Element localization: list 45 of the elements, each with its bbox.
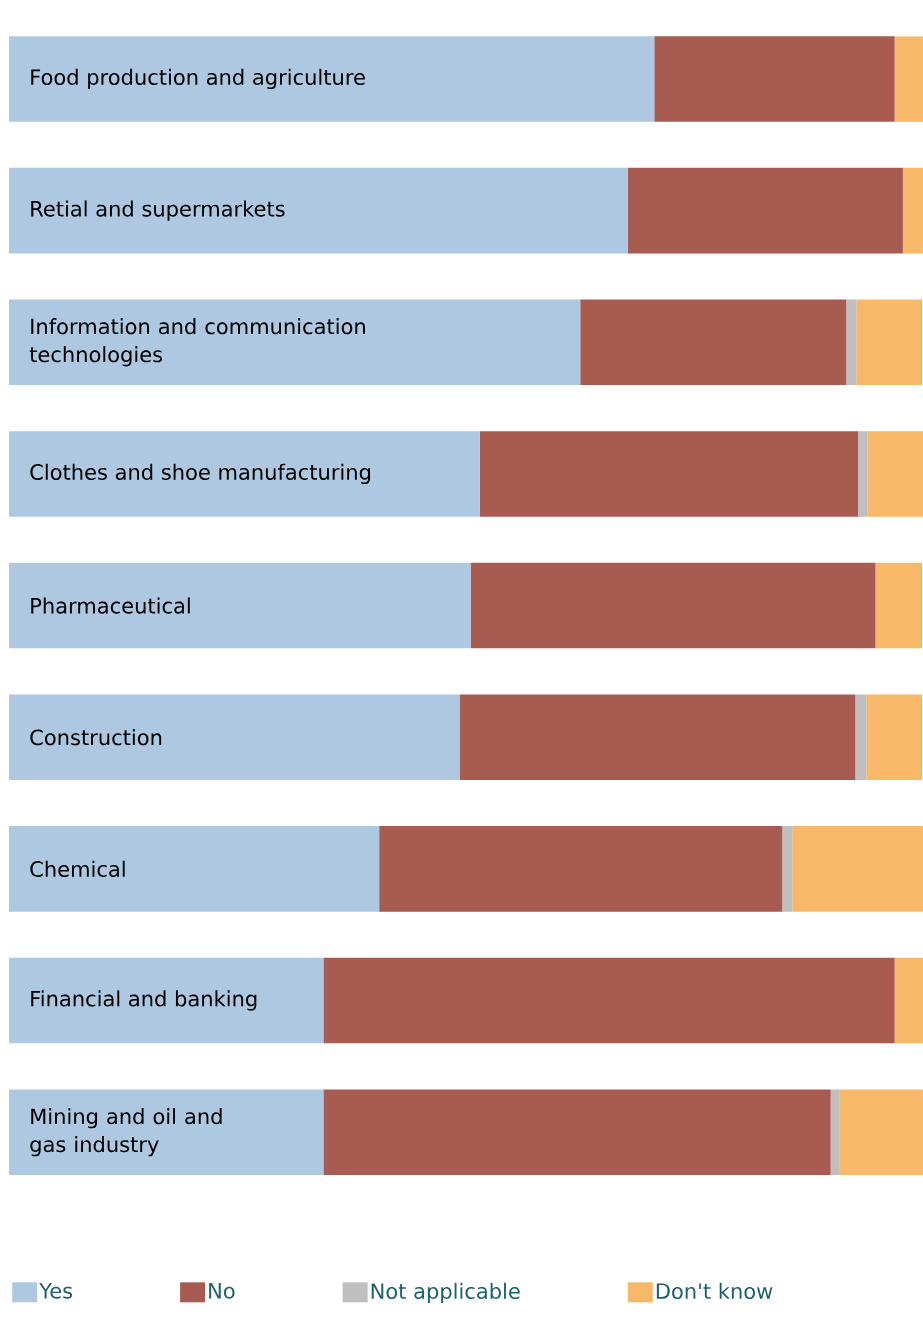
bar xyxy=(379,826,783,912)
y-tick-label: Food production and agriculture xyxy=(31,68,365,90)
y-tick-label: Chemical xyxy=(30,860,125,877)
bar xyxy=(866,694,923,781)
bar xyxy=(858,431,868,517)
bar xyxy=(894,36,923,122)
legend-label: Not applicable xyxy=(371,1282,520,1304)
bar xyxy=(323,1089,831,1175)
bar xyxy=(323,957,895,1044)
legend-label: No xyxy=(209,1283,235,1299)
bar xyxy=(9,431,480,517)
bar xyxy=(627,167,903,254)
bar xyxy=(459,694,856,781)
bar xyxy=(470,562,876,649)
bar xyxy=(867,431,923,517)
y-tick-label: Mining and oil and gas industry xyxy=(30,1108,222,1157)
bar xyxy=(902,167,923,254)
bar xyxy=(9,36,655,122)
y-tick-label: Pharmaceutical xyxy=(31,597,190,614)
bar xyxy=(839,1089,923,1175)
bar xyxy=(855,694,867,781)
bar xyxy=(875,562,923,649)
y-tick-label: Construction xyxy=(30,729,162,746)
bar xyxy=(9,694,460,781)
y-tick-label: Clothes and shoe manufacturing xyxy=(30,463,371,485)
bar xyxy=(792,826,923,912)
bar xyxy=(580,299,847,386)
bar xyxy=(894,957,923,1044)
bar xyxy=(654,36,895,122)
bar xyxy=(782,826,793,912)
y-tick-label: Financial and banking xyxy=(31,990,257,1011)
bar xyxy=(9,299,581,386)
legend-label: Don't know xyxy=(656,1282,773,1300)
bar xyxy=(9,167,628,254)
y-tick-label: Information and communication technologies xyxy=(29,318,365,367)
y-tick-label: Retial and supermarkets xyxy=(31,200,285,221)
bar xyxy=(830,1089,840,1175)
bar xyxy=(9,1089,324,1175)
legend-label: Yes xyxy=(39,1283,73,1299)
bar xyxy=(479,431,859,517)
bar xyxy=(846,299,857,386)
bar xyxy=(9,562,471,649)
bar xyxy=(9,826,380,912)
bar xyxy=(856,299,923,386)
bar xyxy=(9,957,324,1044)
